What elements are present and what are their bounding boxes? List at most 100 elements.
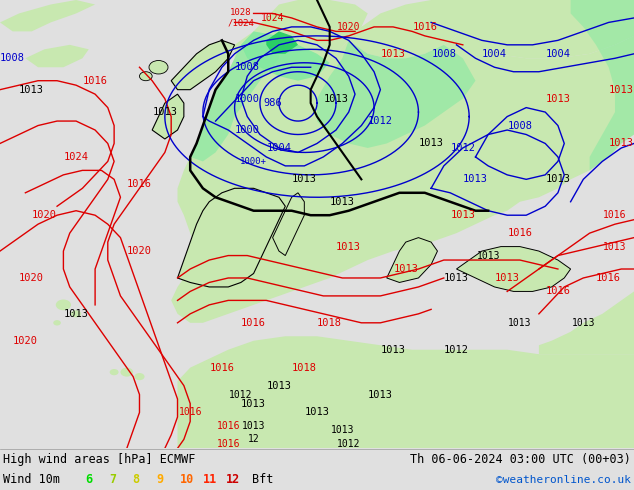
Circle shape [120, 368, 133, 377]
Text: 1013: 1013 [495, 273, 520, 283]
Text: 1013: 1013 [463, 174, 488, 184]
Circle shape [53, 320, 61, 325]
Text: 1020: 1020 [127, 246, 152, 256]
Text: 1013: 1013 [63, 309, 89, 319]
Text: High wind areas [hPa] ECMWF: High wind areas [hPa] ECMWF [3, 453, 195, 466]
Text: 1018: 1018 [317, 318, 342, 328]
Text: 1013: 1013 [266, 381, 292, 391]
Text: 1016: 1016 [507, 228, 533, 238]
Text: 1013: 1013 [242, 421, 266, 431]
Text: 1016: 1016 [596, 273, 621, 283]
Text: 1028
/1024: 1028 /1024 [228, 8, 254, 27]
Text: 1012: 1012 [444, 344, 469, 355]
Polygon shape [152, 94, 184, 139]
Text: 1012: 1012 [368, 116, 393, 126]
Text: 1004: 1004 [482, 49, 507, 59]
Text: 1020: 1020 [32, 210, 57, 220]
Text: 1013: 1013 [330, 425, 354, 436]
Text: 8: 8 [133, 473, 139, 486]
Polygon shape [571, 0, 634, 171]
Text: 1016: 1016 [412, 22, 437, 32]
Text: 1013: 1013 [304, 408, 330, 417]
Text: 1008: 1008 [0, 53, 25, 63]
Text: 1004: 1004 [545, 49, 571, 59]
Text: 1013: 1013 [368, 390, 393, 399]
Text: Th 06-06-2024 03:00 UTC (00+03): Th 06-06-2024 03:00 UTC (00+03) [410, 453, 631, 466]
Text: 1013: 1013 [380, 344, 406, 355]
Text: 1016: 1016 [127, 179, 152, 189]
Text: 1024: 1024 [261, 13, 285, 23]
Text: 1012: 1012 [229, 390, 253, 399]
Text: 1004: 1004 [266, 143, 292, 153]
Circle shape [134, 373, 145, 380]
Text: 1012: 1012 [450, 143, 476, 153]
Polygon shape [171, 18, 634, 323]
Polygon shape [266, 31, 298, 54]
Text: 1013: 1013 [241, 398, 266, 409]
Text: Bft: Bft [252, 473, 273, 486]
Polygon shape [387, 238, 437, 282]
Text: Wind 10m: Wind 10m [3, 473, 60, 486]
Text: 1013: 1013 [19, 85, 44, 95]
Text: 1013: 1013 [152, 107, 178, 117]
Text: 986: 986 [263, 98, 282, 108]
Polygon shape [241, 31, 330, 81]
Text: 1013: 1013 [292, 174, 317, 184]
Circle shape [71, 310, 81, 318]
Polygon shape [190, 45, 279, 161]
Text: 1013: 1013 [323, 94, 349, 104]
Polygon shape [317, 40, 476, 148]
Text: 1016: 1016 [603, 210, 627, 220]
Circle shape [149, 61, 168, 74]
Circle shape [139, 72, 152, 81]
Text: 1012: 1012 [337, 439, 361, 449]
Text: 1013: 1013 [444, 273, 469, 283]
Text: 10: 10 [179, 473, 193, 486]
Text: 1013: 1013 [418, 139, 444, 148]
Text: 1000: 1000 [235, 125, 260, 135]
Text: 1013: 1013 [393, 264, 418, 274]
Circle shape [110, 369, 119, 375]
Text: 1016: 1016 [216, 439, 240, 449]
Text: 1013: 1013 [571, 318, 595, 328]
Text: 1013: 1013 [545, 94, 571, 104]
Polygon shape [0, 0, 95, 31]
Text: 12: 12 [226, 473, 240, 486]
Polygon shape [171, 40, 235, 90]
Text: 11: 11 [203, 473, 217, 486]
Text: 1000: 1000 [235, 94, 260, 104]
Polygon shape [178, 188, 285, 287]
Text: 1016: 1016 [178, 408, 202, 417]
Text: 1008: 1008 [431, 49, 456, 59]
Text: 1013: 1013 [336, 242, 361, 251]
Text: 12: 12 [248, 434, 259, 444]
Text: 1018: 1018 [292, 363, 317, 373]
Text: 1013: 1013 [603, 242, 627, 251]
Text: 1013: 1013 [330, 197, 355, 207]
Text: 1013: 1013 [609, 139, 634, 148]
Text: 1016: 1016 [241, 318, 266, 328]
Text: 1013: 1013 [476, 250, 500, 261]
Text: 1016: 1016 [216, 421, 240, 431]
Polygon shape [456, 246, 571, 292]
Text: 7: 7 [109, 473, 116, 486]
Text: 1013: 1013 [609, 85, 634, 95]
Text: 1013: 1013 [545, 174, 571, 184]
Text: 1024: 1024 [63, 152, 89, 162]
Text: ©weatheronline.co.uk: ©weatheronline.co.uk [496, 475, 631, 485]
Text: 1000+: 1000+ [240, 157, 267, 166]
Text: 1013: 1013 [380, 49, 406, 59]
Text: 1013: 1013 [508, 318, 532, 328]
Polygon shape [254, 0, 368, 67]
Text: 1008: 1008 [235, 62, 260, 72]
Text: 1013: 1013 [450, 210, 476, 220]
Polygon shape [25, 45, 89, 67]
Text: 1016: 1016 [545, 287, 571, 296]
Text: 1020: 1020 [13, 336, 38, 346]
Polygon shape [273, 193, 304, 256]
Text: 1016: 1016 [82, 75, 108, 86]
Text: 1008: 1008 [507, 121, 533, 130]
Polygon shape [171, 40, 235, 90]
Circle shape [56, 299, 71, 310]
Text: 1020: 1020 [337, 22, 361, 32]
